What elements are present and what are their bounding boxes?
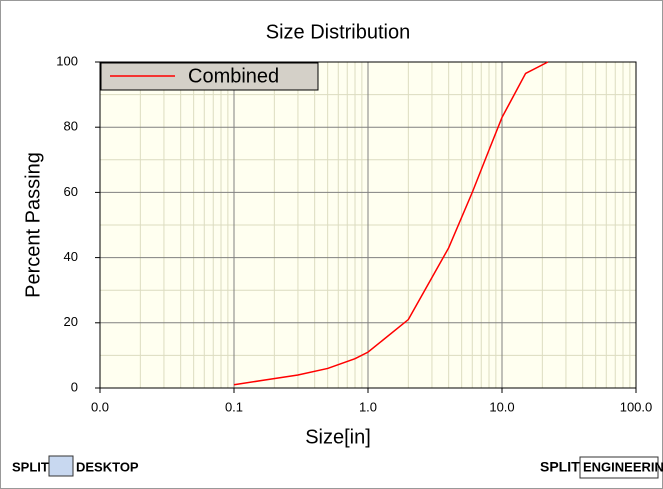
chart-title: Size Distribution	[266, 21, 411, 43]
data-line	[233, 61, 549, 386]
y-tick-label: 40	[64, 249, 78, 264]
y-axis-label: Percent Passing	[22, 152, 44, 298]
x-tick-label: 100.0	[620, 399, 653, 414]
x-tick-label: 10.0	[489, 399, 514, 414]
x-axis-label: Size[in]	[305, 426, 371, 448]
legend-label: Combined	[188, 65, 279, 87]
logo-left: SPLIT DESKTOP	[12, 455, 139, 477]
logo-box	[579, 456, 659, 479]
y-tick-label: 80	[64, 119, 78, 134]
y-tick-label: 60	[64, 184, 78, 199]
logo-text: ENGINEERING	[583, 459, 663, 474]
y-tick-label: 20	[64, 314, 78, 329]
logo-icon	[48, 455, 74, 477]
y-tick-label: 0	[71, 379, 78, 394]
x-tick-label: 1.0	[359, 399, 377, 414]
logo-right: SPLIT ENGINEERING	[540, 456, 663, 479]
logo-text: DESKTOP	[76, 459, 139, 474]
x-tick-label: 0.0	[91, 399, 109, 414]
logo-text: SPLIT	[12, 459, 49, 474]
x-tick-label: 0.1	[225, 399, 243, 414]
logo-text: SPLIT	[540, 459, 580, 475]
plot-border	[99, 61, 637, 389]
y-tick-label: 100	[56, 53, 78, 68]
